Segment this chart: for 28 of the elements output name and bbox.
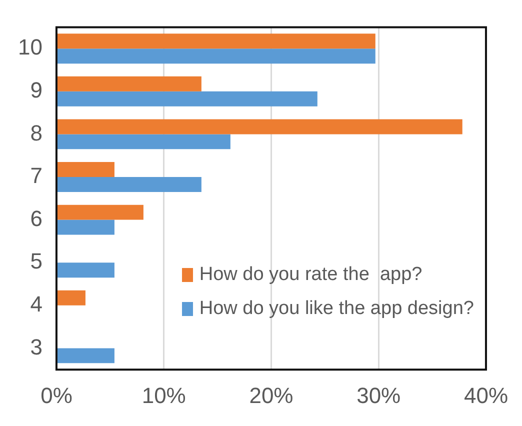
y-tick-label: 3	[30, 334, 42, 360]
y-tick-label: 10	[18, 34, 42, 60]
bar	[57, 262, 114, 278]
bar	[57, 162, 114, 177]
bar	[57, 290, 86, 306]
bar	[57, 34, 376, 49]
x-tick-label: 10%	[142, 382, 186, 408]
legend-label: How do you rate the app?	[199, 262, 422, 287]
bar	[57, 220, 114, 235]
bar	[57, 348, 114, 364]
x-tick-label: 20%	[249, 382, 294, 408]
bar	[57, 134, 230, 150]
bar	[57, 177, 202, 192]
x-tick-label: 0%	[40, 382, 72, 408]
x-tick-label: 40%	[464, 382, 508, 408]
bar	[57, 48, 376, 64]
y-tick-label: 6	[30, 206, 42, 231]
bar	[57, 76, 202, 92]
y-tick-label: 5	[30, 248, 42, 274]
x-tick-label: 30%	[356, 382, 401, 408]
bar	[57, 91, 318, 106]
bar	[57, 119, 462, 134]
y-tick-label: 4	[30, 291, 42, 316]
y-tick-label: 7	[30, 163, 42, 188]
bar	[57, 204, 144, 220]
y-tick-label: 8	[30, 120, 42, 146]
legend-label: How do you like the app design?	[199, 296, 474, 321]
y-tick-label: 9	[30, 77, 42, 102]
